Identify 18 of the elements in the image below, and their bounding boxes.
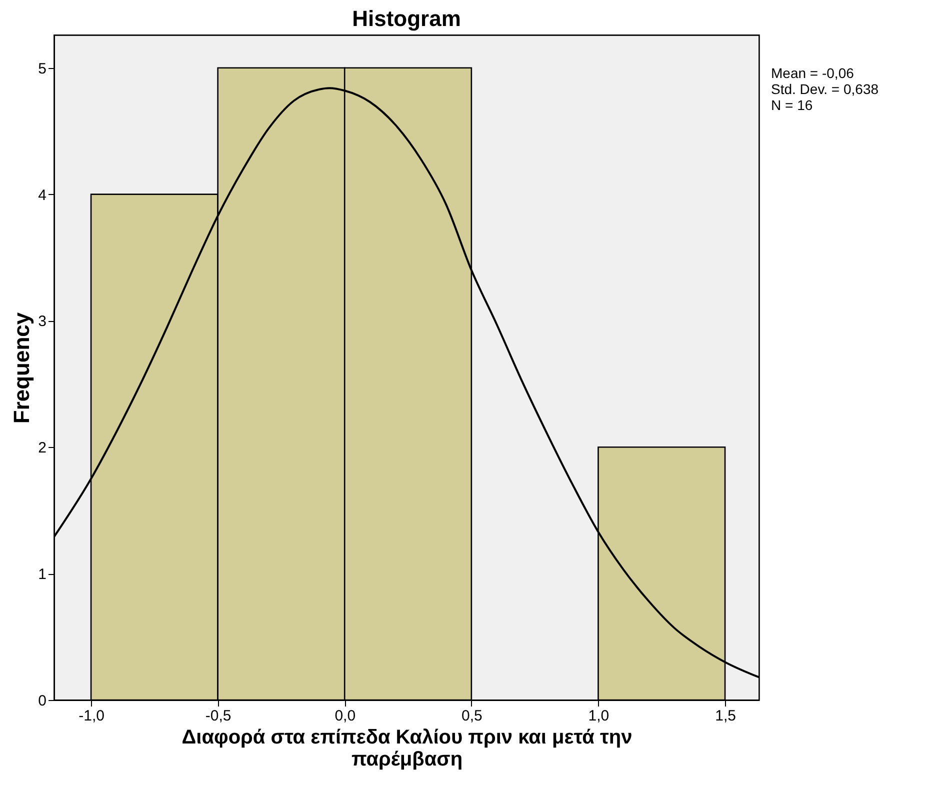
x-tick-label: 1,5: [715, 708, 736, 724]
y-axis-title: Frequency: [9, 312, 34, 424]
y-tick-label: 3: [38, 313, 46, 330]
y-tick-label: 2: [38, 440, 46, 457]
y-tick-label: 1: [38, 566, 46, 584]
x-tick-label: -0,5: [205, 708, 232, 724]
text: N = 16: [771, 97, 813, 113]
text: Mean = -0,06: [771, 65, 854, 81]
chart-title: Histogram: [352, 6, 461, 31]
y-tick-label: 4: [38, 186, 46, 204]
x-tick-label: -1,0: [78, 708, 104, 724]
text: Std. Dev. = 0,638: [771, 81, 879, 97]
x-axis-title: Διαφορά στα επίπεδα Καλίου πριν και μετά την παρέμβαση: [182, 726, 632, 770]
y-tick-label: 5: [38, 60, 46, 78]
x-tick-label: 0,5: [461, 708, 482, 724]
y-tick-label: 0: [38, 692, 46, 710]
x-tick-label: 0,0: [334, 708, 356, 724]
x-tick-label: 1,0: [588, 708, 610, 724]
